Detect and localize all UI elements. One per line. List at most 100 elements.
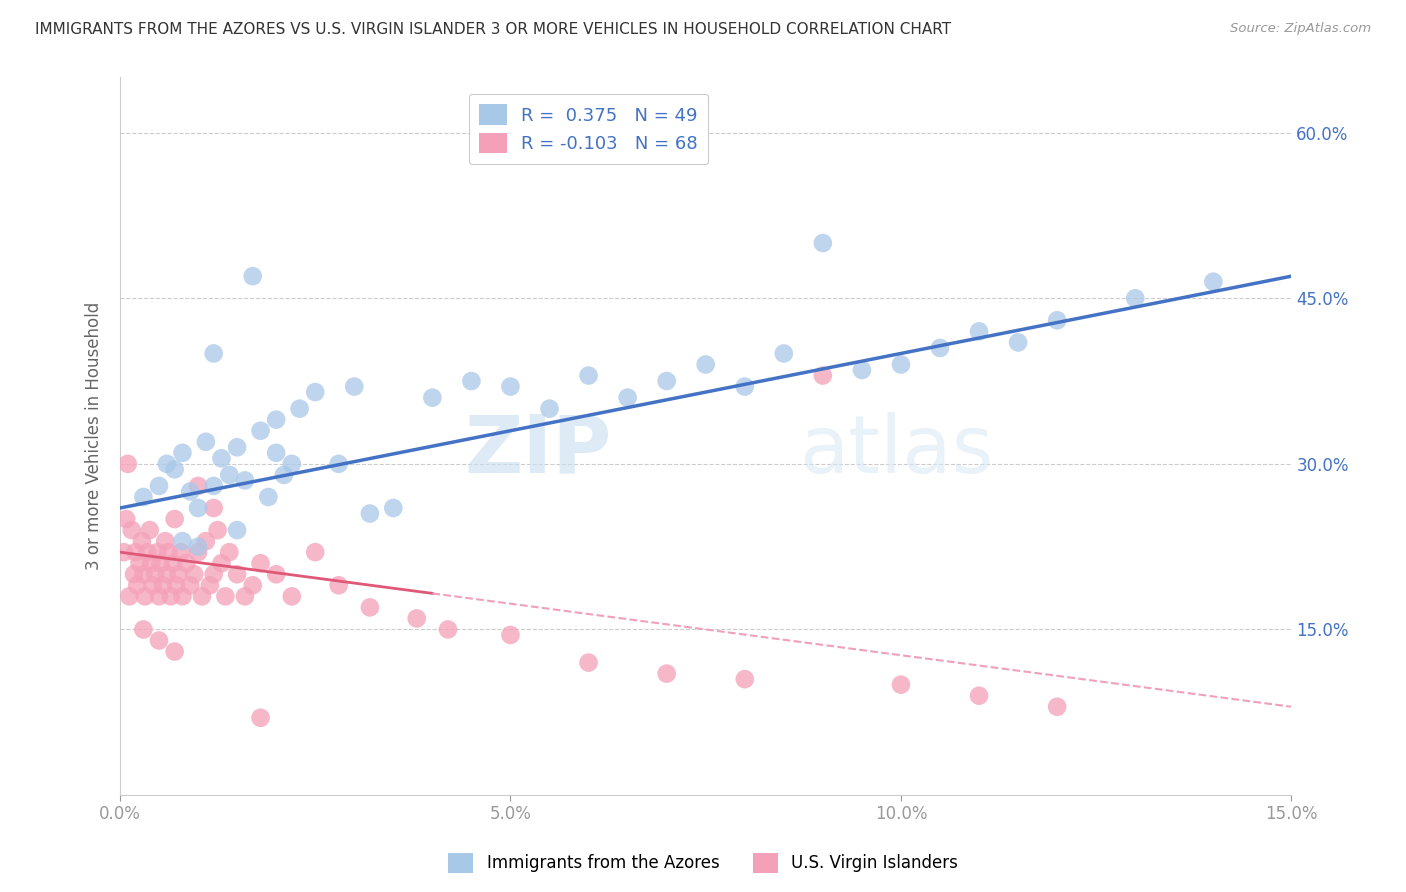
Point bbox=[117, 457, 139, 471]
Point bbox=[132, 623, 155, 637]
Point bbox=[157, 545, 180, 559]
Text: atlas: atlas bbox=[800, 411, 994, 490]
Point bbox=[304, 385, 326, 400]
Point bbox=[202, 501, 225, 516]
Point bbox=[249, 711, 271, 725]
Point bbox=[155, 534, 177, 549]
Point bbox=[191, 590, 214, 604]
Point bbox=[242, 578, 264, 592]
Point bbox=[359, 600, 381, 615]
Point bbox=[499, 628, 522, 642]
Point bbox=[264, 446, 287, 460]
Point bbox=[194, 434, 217, 449]
Point bbox=[202, 567, 225, 582]
Point bbox=[242, 269, 264, 284]
Point bbox=[359, 507, 381, 521]
Point bbox=[152, 578, 174, 592]
Point bbox=[890, 678, 912, 692]
Point bbox=[112, 545, 135, 559]
Point bbox=[149, 556, 172, 570]
Point bbox=[578, 368, 600, 383]
Point bbox=[156, 457, 179, 471]
Point bbox=[156, 567, 179, 582]
Point bbox=[163, 462, 186, 476]
Point bbox=[695, 358, 717, 372]
Point bbox=[176, 556, 198, 570]
Point bbox=[382, 501, 405, 516]
Point bbox=[1046, 313, 1069, 327]
Point bbox=[616, 391, 638, 405]
Point bbox=[207, 523, 229, 537]
Point bbox=[890, 358, 912, 372]
Point bbox=[198, 578, 221, 592]
Point bbox=[772, 346, 794, 360]
Point bbox=[226, 523, 249, 537]
Point bbox=[163, 644, 186, 658]
Point bbox=[811, 235, 834, 250]
Point bbox=[159, 590, 181, 604]
Text: Source: ZipAtlas.com: Source: ZipAtlas.com bbox=[1230, 22, 1371, 36]
Point bbox=[226, 567, 249, 582]
Point bbox=[214, 590, 236, 604]
Point bbox=[1046, 699, 1069, 714]
Point bbox=[218, 545, 240, 559]
Point bbox=[118, 590, 141, 604]
Point bbox=[405, 611, 427, 625]
Point bbox=[211, 556, 233, 570]
Point bbox=[162, 556, 184, 570]
Point bbox=[122, 567, 145, 582]
Point bbox=[264, 567, 287, 582]
Point bbox=[288, 401, 311, 416]
Point bbox=[328, 457, 350, 471]
Point bbox=[211, 451, 233, 466]
Point bbox=[134, 590, 156, 604]
Point bbox=[132, 490, 155, 504]
Point bbox=[218, 467, 240, 482]
Point bbox=[851, 363, 873, 377]
Point bbox=[170, 545, 193, 559]
Point bbox=[165, 578, 187, 592]
Point bbox=[257, 490, 280, 504]
Point bbox=[499, 379, 522, 393]
Point bbox=[281, 457, 304, 471]
Point bbox=[142, 578, 165, 592]
Point bbox=[304, 545, 326, 559]
Point bbox=[734, 379, 756, 393]
Point bbox=[655, 666, 678, 681]
Point bbox=[172, 590, 194, 604]
Point bbox=[146, 545, 169, 559]
Point bbox=[538, 401, 561, 416]
Point bbox=[202, 479, 225, 493]
Y-axis label: 3 or more Vehicles in Household: 3 or more Vehicles in Household bbox=[86, 302, 103, 570]
Text: IMMIGRANTS FROM THE AZORES VS U.S. VIRGIN ISLANDER 3 OR MORE VEHICLES IN HOUSEHO: IMMIGRANTS FROM THE AZORES VS U.S. VIRGI… bbox=[35, 22, 952, 37]
Point bbox=[148, 479, 170, 493]
Point bbox=[127, 578, 149, 592]
Point bbox=[967, 324, 990, 338]
Point bbox=[202, 346, 225, 360]
Point bbox=[121, 523, 143, 537]
Point bbox=[172, 534, 194, 549]
Point bbox=[343, 379, 366, 393]
Point bbox=[734, 672, 756, 686]
Point bbox=[131, 534, 153, 549]
Point bbox=[143, 567, 166, 582]
Point bbox=[179, 578, 201, 592]
Point bbox=[138, 523, 160, 537]
Point bbox=[187, 501, 209, 516]
Point bbox=[578, 656, 600, 670]
Point bbox=[115, 512, 138, 526]
Point bbox=[233, 474, 256, 488]
Point bbox=[194, 534, 217, 549]
Point bbox=[967, 689, 990, 703]
Point bbox=[1007, 335, 1029, 350]
Point bbox=[273, 467, 295, 482]
Point bbox=[172, 446, 194, 460]
Point bbox=[281, 590, 304, 604]
Point bbox=[179, 484, 201, 499]
Point bbox=[437, 623, 460, 637]
Point bbox=[187, 540, 209, 554]
Legend: Immigrants from the Azores, U.S. Virgin Islanders: Immigrants from the Azores, U.S. Virgin … bbox=[441, 847, 965, 880]
Point bbox=[249, 424, 271, 438]
Point bbox=[233, 590, 256, 604]
Point bbox=[136, 545, 159, 559]
